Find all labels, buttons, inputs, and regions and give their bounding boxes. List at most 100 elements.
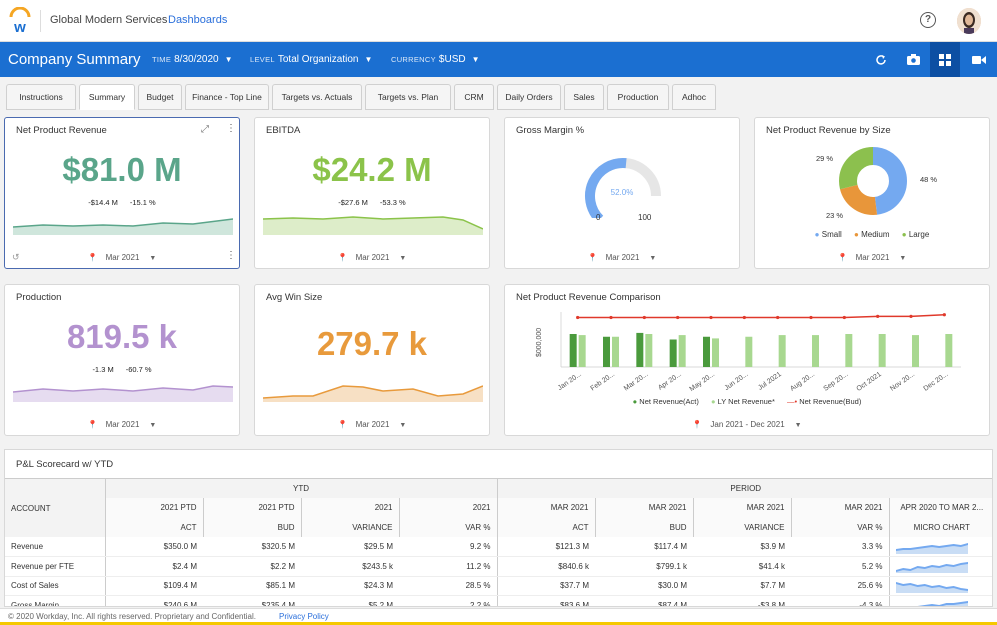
point-bud <box>909 314 913 318</box>
col-header-bottom[interactable]: VAR % <box>398 517 497 537</box>
table-cell: $2.4 M <box>104 556 203 577</box>
point-bud <box>809 315 813 320</box>
col-header-bottom[interactable]: MICRO CHART <box>888 517 992 537</box>
col-header-top[interactable]: 2021 PTD <box>104 498 203 518</box>
tab-instructions[interactable]: Instructions <box>6 84 76 110</box>
camera-icon[interactable] <box>898 42 928 77</box>
bar-ly <box>678 335 686 367</box>
history-icon[interactable]: ↺ <box>12 252 20 262</box>
point-bud <box>876 314 880 318</box>
card-footer[interactable]: 📍 Mar 2021 ▼ <box>837 253 907 262</box>
table-cell: $3.9 M <box>693 537 791 557</box>
bar-ly <box>612 336 619 367</box>
card-revenue-comparison[interactable]: Net Product Revenue Comparison $000,000 J… <box>504 284 990 436</box>
card-footer[interactable]: 📍 Mar 2021 ▼ <box>337 420 407 429</box>
col-header-top[interactable]: MAR 2021 <box>496 498 595 518</box>
x-tick-label: Jul 2021 <box>757 371 783 392</box>
more-icon[interactable]: ⋮ <box>226 250 236 261</box>
tab-budget[interactable]: Budget <box>138 84 182 110</box>
card-title: Net Product Revenue by Size <box>766 125 891 136</box>
card-production[interactable]: Production 819.5 k -1.3 M -60.7 % 📍 Mar 20… <box>4 284 240 436</box>
workday-logo[interactable]: w <box>9 7 31 35</box>
col-header-top[interactable]: APR 2020 TO MAR 2... <box>888 498 992 518</box>
point-bud <box>576 315 580 320</box>
dashboard-toolbar: Company Summary TIME 8/30/2020 ▼ LEVEL Tota… <box>0 42 997 77</box>
kpi-deltas: -$27.6 M -53.3 % <box>338 198 406 207</box>
tab-targets-vs-plan[interactable]: Targets vs. Plan <box>365 84 451 110</box>
bar-act <box>669 339 677 367</box>
card-footer[interactable]: 📍 Mar 2021 ▼ <box>337 253 407 262</box>
table-row[interactable]: Gross Margin $240.6 M $235.4 M $5.2 M 2.2 % $… <box>5 595 992 606</box>
tab-finance-top-line[interactable]: Finance - Top Line <box>185 84 269 110</box>
slice-label: 48 % <box>920 175 938 184</box>
kpi-value: 279.7 k <box>316 325 428 362</box>
tab-daily-orders[interactable]: Daily Orders <box>497 84 561 110</box>
bar-ly <box>845 334 853 367</box>
kpi-value: $24.2 M <box>312 151 432 188</box>
sparkline <box>13 218 233 235</box>
col-header-bottom[interactable]: VARIANCE <box>300 517 399 537</box>
table-cell: $240.6 M <box>104 595 203 606</box>
level-selector[interactable]: LEVEL Total Organization ▼ <box>250 54 373 65</box>
kpi-deltas: -1.3 M -60.7 % <box>92 365 152 374</box>
col-header-top[interactable]: 2021 <box>300 498 399 518</box>
help-icon[interactable]: ? <box>920 12 936 28</box>
card-footer[interactable]: 📍 Mar 2021 ▼ <box>87 420 157 429</box>
table-row[interactable]: Revenue per FTE $2.4 M $2.2 M $243.5 k 11.2 … <box>5 556 992 577</box>
table-row[interactable]: Revenue $350.0 M $320.5 M $29.5 M 9.2 % $121.… <box>5 537 992 557</box>
card-title: EBITDA <box>266 125 301 136</box>
privacy-link[interactable]: Privacy Policy <box>279 612 329 621</box>
table-cell: 5.2 % <box>791 556 889 577</box>
col-header-top[interactable]: 2021 PTD <box>202 498 301 518</box>
currency-selector[interactable]: CURRENCY $USD ▼ <box>391 54 480 65</box>
video-icon[interactable] <box>964 42 994 77</box>
card-net-product-revenue[interactable]: Net Product Revenue ⤢ ⋮ $81.0 M -$14.4 M… <box>4 117 240 269</box>
tab-targets-vs-actuals[interactable]: Targets vs. Actuals <box>272 84 362 110</box>
kpi-value: 819.5 k <box>66 318 178 355</box>
pl-scorecard: P&L Scorecard w/ YTD ACCOUNT YTD PERIOD 202… <box>4 449 993 607</box>
card-footer[interactable]: 📍 Jan 2021 - Dec 2021 ▼ <box>692 420 802 429</box>
bar-act <box>603 336 610 367</box>
tab-production[interactable]: Production <box>607 84 669 110</box>
more-icon[interactable]: ⋮ <box>226 123 236 134</box>
card-ebitda[interactable]: EBITDA $24.2 M -$27.6 M -53.3 % 📍 Mar 2021… <box>254 117 490 269</box>
tab-adhoc[interactable]: Adhoc <box>672 84 716 110</box>
col-header-bottom[interactable]: ACT <box>104 517 203 537</box>
col-header-bottom[interactable]: VAR % <box>790 517 889 537</box>
chart-legend: ● Net Revenue(Act) ● LY Net Revenue* —• … <box>632 397 862 406</box>
col-header-bottom[interactable]: VARIANCE <box>692 517 791 537</box>
table-cell: $7.7 M <box>693 576 791 596</box>
micro-chart <box>888 537 992 557</box>
col-header-bottom[interactable]: BUD <box>202 517 301 537</box>
line-bud <box>577 314 945 319</box>
tab-summary[interactable]: Summary <box>79 84 135 110</box>
row-label: Gross Margin <box>5 595 105 606</box>
x-tick-label: Aug 20... <box>789 371 816 393</box>
card-gross-margin[interactable]: Gross Margin % 52.0% 0 100 📍 Mar 2021 ▼ <box>504 117 740 269</box>
table-row[interactable]: Cost of Sales $109.4 M $85.1 M $24.3 M 28.5 … <box>5 576 992 596</box>
x-tick-label: Apr 20... <box>657 371 683 392</box>
col-header-bottom[interactable]: ACT <box>496 517 595 537</box>
bar-ly <box>945 334 953 367</box>
col-header-top[interactable]: MAR 2021 <box>692 498 791 518</box>
dashboards-link[interactable]: Dashboards <box>168 14 228 26</box>
time-selector[interactable]: TIME 8/30/2020 ▼ <box>152 54 233 65</box>
col-header-bottom[interactable]: BUD <box>594 517 693 537</box>
refresh-icon[interactable] <box>866 42 896 77</box>
card-footer[interactable]: 📍 Mar 2021 ▼ <box>87 253 157 262</box>
tab-crm[interactable]: CRM <box>454 84 494 110</box>
avatar[interactable] <box>957 8 981 34</box>
col-header-top[interactable]: MAR 2021 <box>790 498 889 518</box>
donut-legend: ● Small ● Medium ● Large <box>814 230 930 239</box>
card-avg-win-size[interactable]: Avg Win Size 279.7 k 📍 Mar 2021 ▼ <box>254 284 490 436</box>
col-header-top[interactable]: 2021 <box>398 498 497 518</box>
expand-icon[interactable]: ⤢ <box>201 124 209 135</box>
tab-sales[interactable]: Sales <box>564 84 604 110</box>
grid-view-icon[interactable] <box>930 42 960 77</box>
top-header: w Global Modern Services Dashboards ? <box>0 0 997 42</box>
card-revenue-by-size[interactable]: Net Product Revenue by Size 29 % 48 % 23… <box>754 117 990 269</box>
table-cell: $83.6 M <box>496 595 595 606</box>
card-footer[interactable]: 📍 Mar 2021 ▼ <box>587 253 657 262</box>
col-header-top[interactable]: MAR 2021 <box>594 498 693 518</box>
bar-ly <box>745 336 753 367</box>
